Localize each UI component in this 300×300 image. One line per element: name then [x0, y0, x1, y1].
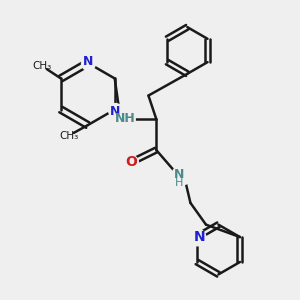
- Text: CH₃: CH₃: [33, 61, 52, 71]
- Text: NH: NH: [115, 112, 136, 125]
- Text: N: N: [174, 168, 185, 182]
- Text: N: N: [110, 105, 120, 118]
- Text: N: N: [82, 55, 93, 68]
- Text: O: O: [125, 155, 137, 170]
- Text: CH₃: CH₃: [59, 131, 79, 141]
- Text: H: H: [176, 178, 184, 188]
- Text: N: N: [194, 230, 205, 244]
